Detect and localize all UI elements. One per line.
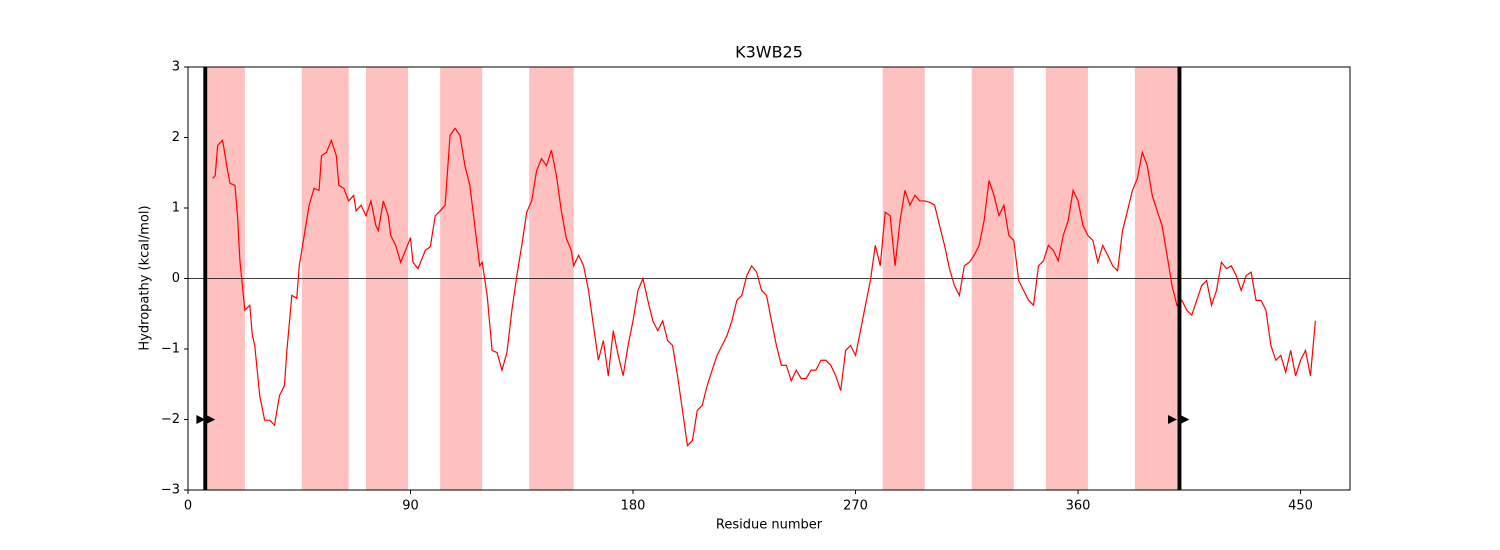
marker xyxy=(196,415,206,424)
hydropathy-line xyxy=(212,127,1316,447)
x-tick-label: 90 xyxy=(402,499,419,514)
y-axis-label: Hydropathy (kcal/mol) xyxy=(138,205,153,350)
x-tick-label: 180 xyxy=(621,499,646,514)
x-tick-label: 360 xyxy=(1066,499,1091,514)
marker xyxy=(206,415,216,424)
marker xyxy=(1180,415,1190,424)
y-tick-label: −2 xyxy=(161,412,180,427)
marker xyxy=(1167,415,1177,424)
y-tick-label: −3 xyxy=(161,483,180,498)
x-tick-label: 270 xyxy=(843,499,868,514)
chart-title: K3WB25 xyxy=(735,43,803,62)
x-axis-label: Residue number xyxy=(716,518,823,533)
y-tick-label: 3 xyxy=(172,60,180,75)
y-tick-label: 2 xyxy=(172,130,180,145)
x-tick-label: 450 xyxy=(1288,499,1313,514)
x-tick-label: 0 xyxy=(184,499,192,514)
y-tick-label: −1 xyxy=(161,342,180,357)
y-tick-label: 1 xyxy=(172,201,180,216)
plot-frame xyxy=(187,66,1351,491)
y-tick-label: 0 xyxy=(172,271,180,286)
